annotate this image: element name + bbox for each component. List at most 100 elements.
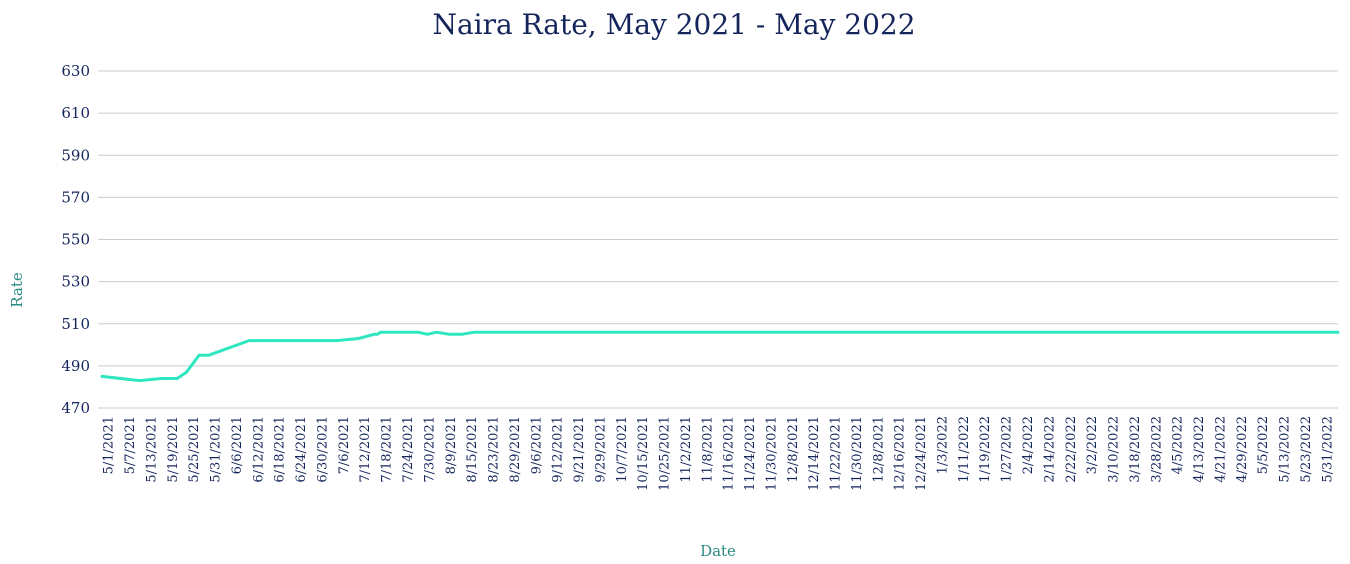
x-tick-label: 8/29/2021 [508,416,523,483]
series-line-naira-rate [100,330,1340,383]
data-point [767,331,770,334]
x-tick-label: 7/18/2021 [380,416,395,483]
x-tick-label: 5/19/2021 [166,416,181,483]
data-point [257,339,260,342]
x-tick-label: 8/23/2021 [487,416,502,483]
data-point [626,331,629,334]
x-tick-label: 10/25/2021 [658,416,673,491]
x-tick-label: 5/13/2021 [144,416,159,483]
data-point [579,331,582,334]
x-tick-label: 5/31/2021 [209,416,224,483]
data-point [1283,331,1287,334]
data-point [804,331,808,334]
data-point [391,331,395,334]
data-point [570,331,573,334]
data-point [736,331,739,334]
data-point [782,331,786,334]
x-tick-label: 4/29/2022 [1235,416,1250,483]
x-tick-label: 6/18/2021 [273,416,288,483]
x-tick-label: 3/18/2022 [1128,416,1143,483]
x-tick-label: 10/7/2021 [615,416,630,483]
chart-title: Naira Rate, May 2021 - May 2022 [432,8,915,41]
x-tick-label: 4/21/2022 [1213,416,1228,483]
x-tick-label: 11/30/2021 [764,416,779,491]
data-point [1136,331,1139,334]
data-point [585,331,589,334]
data-point [961,331,964,334]
data-point [654,331,658,334]
data-point [263,339,266,342]
data-point [1330,331,1333,334]
data-point [538,331,542,334]
y-tick-label-530: 530 [61,273,90,291]
data-point [357,337,360,340]
data-point [510,331,514,334]
x-tick-label: 5/5/2022 [1256,416,1271,474]
x-tick-label: 1/11/2022 [957,416,972,483]
x-tick-label: 2/4/2022 [1021,416,1036,474]
x-tick-label: 11/24/2021 [743,416,758,491]
x-tick-label: 7/12/2021 [358,416,373,483]
x-tick-label: 6/24/2021 [294,416,309,483]
data-point [1030,331,1033,334]
data-point [551,331,554,334]
y-tick-label-610: 610 [61,104,90,122]
data-point [948,331,952,334]
data-point [1296,331,1299,334]
y-tick-label-490: 490 [61,357,90,375]
data-point [182,373,185,376]
x-tick-label: 9/21/2021 [572,416,587,483]
x-tick-label: 12/8/2021 [786,416,801,483]
x-tick-label: 3/10/2022 [1107,416,1122,483]
data-point [1233,331,1236,334]
gridlines [98,70,1338,409]
data-point [1164,331,1168,334]
data-point [926,331,930,334]
x-tick-label: 10/15/2021 [636,416,651,491]
x-tick-label: 9/12/2021 [551,416,566,483]
y-tick-label-470: 470 [61,399,90,417]
x-tick-label: 12/8/2021 [871,416,886,483]
data-point [695,331,698,334]
data-point [460,333,463,336]
data-point [676,331,679,334]
data-point [808,331,811,334]
x-tick-label: 5/7/2021 [123,416,138,474]
y-tick-label-570: 570 [61,188,90,206]
x-tick-label: 7/6/2021 [337,416,352,474]
data-point [592,331,595,334]
data-point [426,333,429,336]
data-point [1058,331,1061,334]
data-point [379,331,382,334]
x-tick-label: 4/13/2022 [1192,416,1207,483]
data-point [1005,331,1008,334]
data-point [754,331,758,334]
data-point [175,377,179,380]
x-tick-label: 9/6/2021 [529,416,544,474]
data-point [770,331,773,334]
series-group [100,330,1340,383]
data-point [689,331,692,334]
data-point [251,339,254,342]
data-point [1095,331,1099,334]
data-point [435,331,438,334]
data-point [416,331,420,334]
data-point [951,331,955,334]
data-point [548,331,551,334]
x-tick-label: 6/6/2021 [230,416,245,474]
x-tick-label: 5/25/2021 [187,416,202,483]
data-point [1308,331,1312,334]
x-tick-label: 11/22/2021 [829,416,844,491]
data-point [185,371,188,374]
data-point [1080,331,1083,334]
x-tick-label: 12/14/2021 [807,416,822,491]
x-tick-label: 7/30/2021 [422,416,437,483]
x-tick-label: 11/16/2021 [722,416,737,491]
x-tick-label: 11/2/2021 [679,416,694,483]
data-point [160,377,163,380]
x-tick-label: 7/24/2021 [401,416,416,483]
data-point [895,331,898,334]
data-point [942,331,945,334]
data-point [376,333,379,336]
